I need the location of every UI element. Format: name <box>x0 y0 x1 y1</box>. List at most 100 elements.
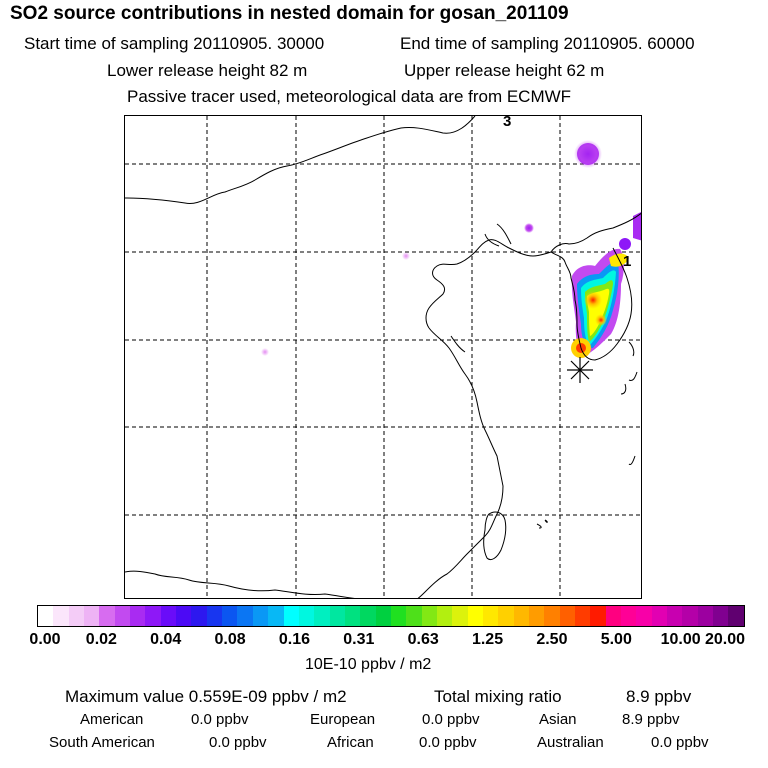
colorbar-segment <box>590 606 606 626</box>
colorbar-segment <box>667 606 683 626</box>
map-canvas: 3 1 <box>125 116 641 598</box>
colorbar-segment <box>160 606 177 626</box>
region-name: European <box>310 711 376 728</box>
colorbar-segment <box>421 606 437 626</box>
colorbar-segment <box>206 606 223 626</box>
colorbar-segment <box>728 606 744 626</box>
colorbar-segment <box>636 606 652 626</box>
colorbar-tick-label: 0.00 <box>29 631 61 648</box>
region-name: Australian <box>537 734 604 751</box>
colorbar-segment <box>529 606 545 626</box>
colorbar-tick-label: 0.63 <box>407 631 439 648</box>
colorbar-segment <box>268 606 284 626</box>
colorbar-tick-label: 1.25 <box>471 631 504 648</box>
colorbar-segment <box>605 606 622 626</box>
border-line <box>125 116 476 204</box>
plume-spot <box>524 223 534 233</box>
plume-spot <box>261 348 269 356</box>
region-value: 0.0 ppbv <box>191 711 249 728</box>
taiwan-coast <box>483 511 507 561</box>
colorbar-segment <box>498 606 514 626</box>
colorbar-tick-label: 2.50 <box>536 631 568 648</box>
colorbar-segment <box>467 606 483 626</box>
colorbar-segment <box>621 606 637 626</box>
plume-spot <box>619 238 631 250</box>
colorbar-segment <box>436 606 453 626</box>
sampling-end: End time of sampling 20110905. 60000 <box>400 34 695 53</box>
colorbar-segment <box>114 606 131 626</box>
colorbar-segment <box>713 606 729 626</box>
colorbar-segment <box>145 606 161 626</box>
region-name: American <box>80 711 144 728</box>
lower-release-height: Lower release height 82 m <box>107 61 308 80</box>
total-mixing-label: Total mixing ratio <box>434 687 562 706</box>
map-label-3: 3 <box>503 116 511 130</box>
colorbar-segment <box>329 606 345 626</box>
colorbar <box>37 605 745 627</box>
colorbar-segment <box>544 606 560 626</box>
colorbar-tick-label: 0.16 <box>278 631 311 648</box>
region-name: African <box>327 734 374 751</box>
colorbar-segment <box>513 606 529 626</box>
map-panel: 3 1 <box>124 115 642 599</box>
coastline <box>425 239 552 329</box>
colorbar-tick-label: 5.00 <box>600 631 632 648</box>
colorbar-segment <box>575 606 591 626</box>
region-value: 0.0 ppbv <box>651 734 709 751</box>
colorbar-segment <box>222 606 238 626</box>
map-label-1: 1 <box>623 253 631 270</box>
island-coast <box>536 341 638 529</box>
colorbar-segment <box>482 606 499 626</box>
colorbar-segment <box>176 606 192 626</box>
colorbar-segment <box>130 606 146 626</box>
colorbar-segment <box>344 606 361 626</box>
coastlines <box>125 116 641 598</box>
total-mixing-value: 8.9 ppbv <box>626 687 692 706</box>
colorbar-segment <box>452 606 468 626</box>
coastline <box>450 223 512 353</box>
region-name: Asian <box>539 711 577 728</box>
colorbar-tick-label: 0.08 <box>214 631 246 648</box>
colorbar-segment <box>252 606 269 626</box>
colorbar-segment <box>38 606 54 626</box>
colorbar-segment <box>682 606 698 626</box>
tracer-note: Passive tracer used, meteorological data… <box>127 87 572 106</box>
colorbar-segment <box>375 606 391 626</box>
upper-release-height: Upper release height 62 m <box>404 61 605 80</box>
colorbar-tick-label: 0.31 <box>343 631 375 648</box>
region-value: 0.0 ppbv <box>422 711 480 728</box>
colorbar-segment <box>237 606 253 626</box>
coastline <box>550 212 641 361</box>
colorbar-segment <box>360 606 376 626</box>
colorbar-segment <box>99 606 115 626</box>
colorbar-tick-label: 20.00 <box>704 631 746 648</box>
graticule <box>125 116 641 598</box>
colorbar-tick-label: 0.04 <box>150 631 182 648</box>
receptor-star-icon <box>567 357 593 383</box>
colorbar-segment <box>298 606 315 626</box>
colorbar-segment <box>84 606 100 626</box>
colorbar-segment <box>68 606 85 626</box>
colorbar-units: 10E-10 ppbv / m2 <box>305 656 432 673</box>
coastline <box>417 327 504 598</box>
colorbar-tick-label: 10.00 <box>660 631 701 648</box>
colorbar-segment <box>314 606 330 626</box>
region-name: South American <box>49 734 155 751</box>
plume-spot <box>402 252 410 260</box>
colorbar-segment <box>406 606 422 626</box>
sampling-start: Start time of sampling 20110905. 30000 <box>24 34 325 53</box>
colorbar-segment <box>651 606 668 626</box>
region-value: 0.0 ppbv <box>419 734 477 751</box>
plume-hotspot <box>584 291 602 309</box>
border-line <box>125 570 355 598</box>
colorbar-segment <box>191 606 207 626</box>
plume-spot <box>574 140 602 168</box>
region-value: 8.9 ppbv <box>622 711 680 728</box>
colorbar-segment <box>53 606 69 626</box>
colorbar-segment <box>697 606 714 626</box>
so2-plume <box>261 140 641 358</box>
max-value: Maximum value 0.559E-09 ppbv / m2 <box>65 687 347 706</box>
colorbar-segment <box>559 606 576 626</box>
colorbar-tick-label: 0.02 <box>85 631 117 648</box>
region-value: 0.0 ppbv <box>209 734 267 751</box>
